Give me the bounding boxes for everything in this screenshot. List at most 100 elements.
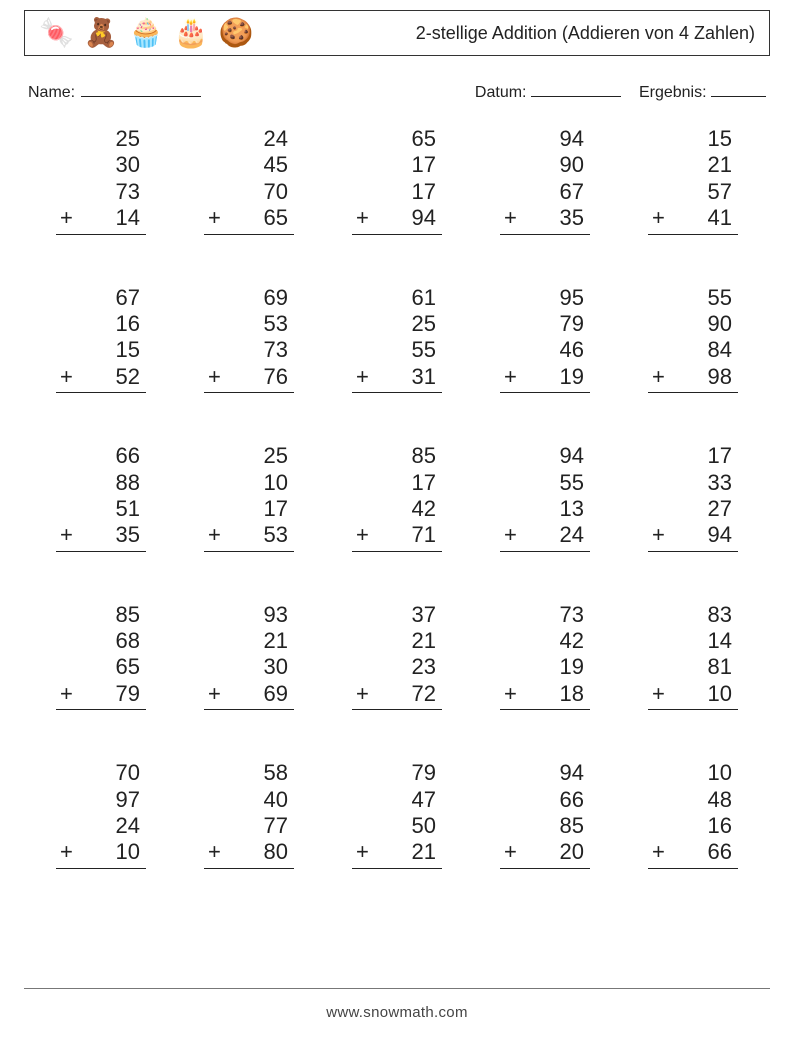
addend: 13 <box>500 496 590 522</box>
addend: 67 <box>56 285 146 311</box>
addend: 55 <box>352 337 442 363</box>
addend: 30 <box>204 654 294 680</box>
operator: + <box>208 205 221 231</box>
addend: 85 <box>56 602 146 628</box>
addend: 68 <box>56 628 146 654</box>
addend: 46 <box>500 337 590 363</box>
operator: + <box>652 839 665 865</box>
addend: 70 <box>204 179 294 205</box>
operator: + <box>504 681 517 707</box>
addend: 90 <box>648 311 738 337</box>
problem: 251017+53 <box>204 443 294 552</box>
operator: + <box>356 839 369 865</box>
addend-last: +52 <box>56 364 146 393</box>
addend: 47 <box>352 787 442 813</box>
addend-last: +31 <box>352 364 442 393</box>
addend-value: 20 <box>560 839 584 865</box>
problem: 104816+66 <box>648 760 738 869</box>
addend-value: 41 <box>708 205 732 231</box>
problem: 253073+14 <box>56 126 146 235</box>
addend-last: +98 <box>648 364 738 393</box>
addend: 61 <box>352 285 442 311</box>
addend: 73 <box>56 179 146 205</box>
addend: 81 <box>648 654 738 680</box>
problem: 946685+20 <box>500 760 590 869</box>
addend: 21 <box>352 628 442 654</box>
addend: 88 <box>56 470 146 496</box>
icon-cupcake: 🧁 <box>129 19 164 47</box>
addend: 66 <box>56 443 146 469</box>
problem: 851742+71 <box>352 443 442 552</box>
footer-text: www.snowmath.com <box>0 1004 794 1021</box>
addend-last: +20 <box>500 839 590 868</box>
operator: + <box>60 681 73 707</box>
addend: 58 <box>204 760 294 786</box>
problem: 794750+21 <box>352 760 442 869</box>
problem: 612555+31 <box>352 285 442 394</box>
addend-last: +94 <box>648 522 738 551</box>
addend-last: +80 <box>204 839 294 868</box>
addend: 94 <box>500 760 590 786</box>
operator: + <box>652 522 665 548</box>
addend-value: 53 <box>264 522 288 548</box>
addend: 37 <box>352 602 442 628</box>
addend-value: 69 <box>264 681 288 707</box>
addend: 16 <box>648 813 738 839</box>
problem: 559084+98 <box>648 285 738 394</box>
addend-last: +10 <box>648 681 738 710</box>
addend: 77 <box>204 813 294 839</box>
problem: 584077+80 <box>204 760 294 869</box>
addend: 93 <box>204 602 294 628</box>
addend-value: 18 <box>560 681 584 707</box>
addend: 94 <box>500 126 590 152</box>
addend-value: 21 <box>412 839 436 865</box>
addend: 95 <box>500 285 590 311</box>
addend-value: 71 <box>412 522 436 548</box>
addend: 55 <box>648 285 738 311</box>
addend: 85 <box>352 443 442 469</box>
addend: 70 <box>56 760 146 786</box>
result-label: Ergebnis: <box>639 84 707 101</box>
addend: 25 <box>352 311 442 337</box>
name-blank[interactable] <box>81 82 201 97</box>
operator: + <box>504 839 517 865</box>
operator: + <box>356 681 369 707</box>
addend: 90 <box>500 152 590 178</box>
operator: + <box>652 364 665 390</box>
addend-last: +18 <box>500 681 590 710</box>
addend: 57 <box>648 179 738 205</box>
operator: + <box>208 681 221 707</box>
addend: 53 <box>204 311 294 337</box>
addend-last: +10 <box>56 839 146 868</box>
problem: 244570+65 <box>204 126 294 235</box>
operator: + <box>208 364 221 390</box>
addend: 79 <box>352 760 442 786</box>
problem: 945513+24 <box>500 443 590 552</box>
name-label: Name: <box>28 84 75 102</box>
addend: 16 <box>56 311 146 337</box>
addend: 17 <box>648 443 738 469</box>
date-label: Datum: <box>475 84 527 101</box>
addend: 24 <box>56 813 146 839</box>
problem: 949067+35 <box>500 126 590 235</box>
addend: 40 <box>204 787 294 813</box>
addend: 17 <box>352 179 442 205</box>
addend: 79 <box>500 311 590 337</box>
problem: 856865+79 <box>56 602 146 711</box>
addend: 21 <box>648 152 738 178</box>
problem: 651717+94 <box>352 126 442 235</box>
addend-last: +24 <box>500 522 590 551</box>
addend-value: 79 <box>116 681 140 707</box>
addend-last: +76 <box>204 364 294 393</box>
icon-teddy: 🧸 <box>84 19 119 47</box>
result-blank[interactable] <box>711 82 766 97</box>
addend: 14 <box>648 628 738 654</box>
date-blank[interactable] <box>531 82 621 97</box>
addend: 17 <box>352 470 442 496</box>
problem: 734219+18 <box>500 602 590 711</box>
addend: 73 <box>204 337 294 363</box>
addend: 17 <box>352 152 442 178</box>
addend: 48 <box>648 787 738 813</box>
addend-last: +53 <box>204 522 294 551</box>
operator: + <box>60 522 73 548</box>
